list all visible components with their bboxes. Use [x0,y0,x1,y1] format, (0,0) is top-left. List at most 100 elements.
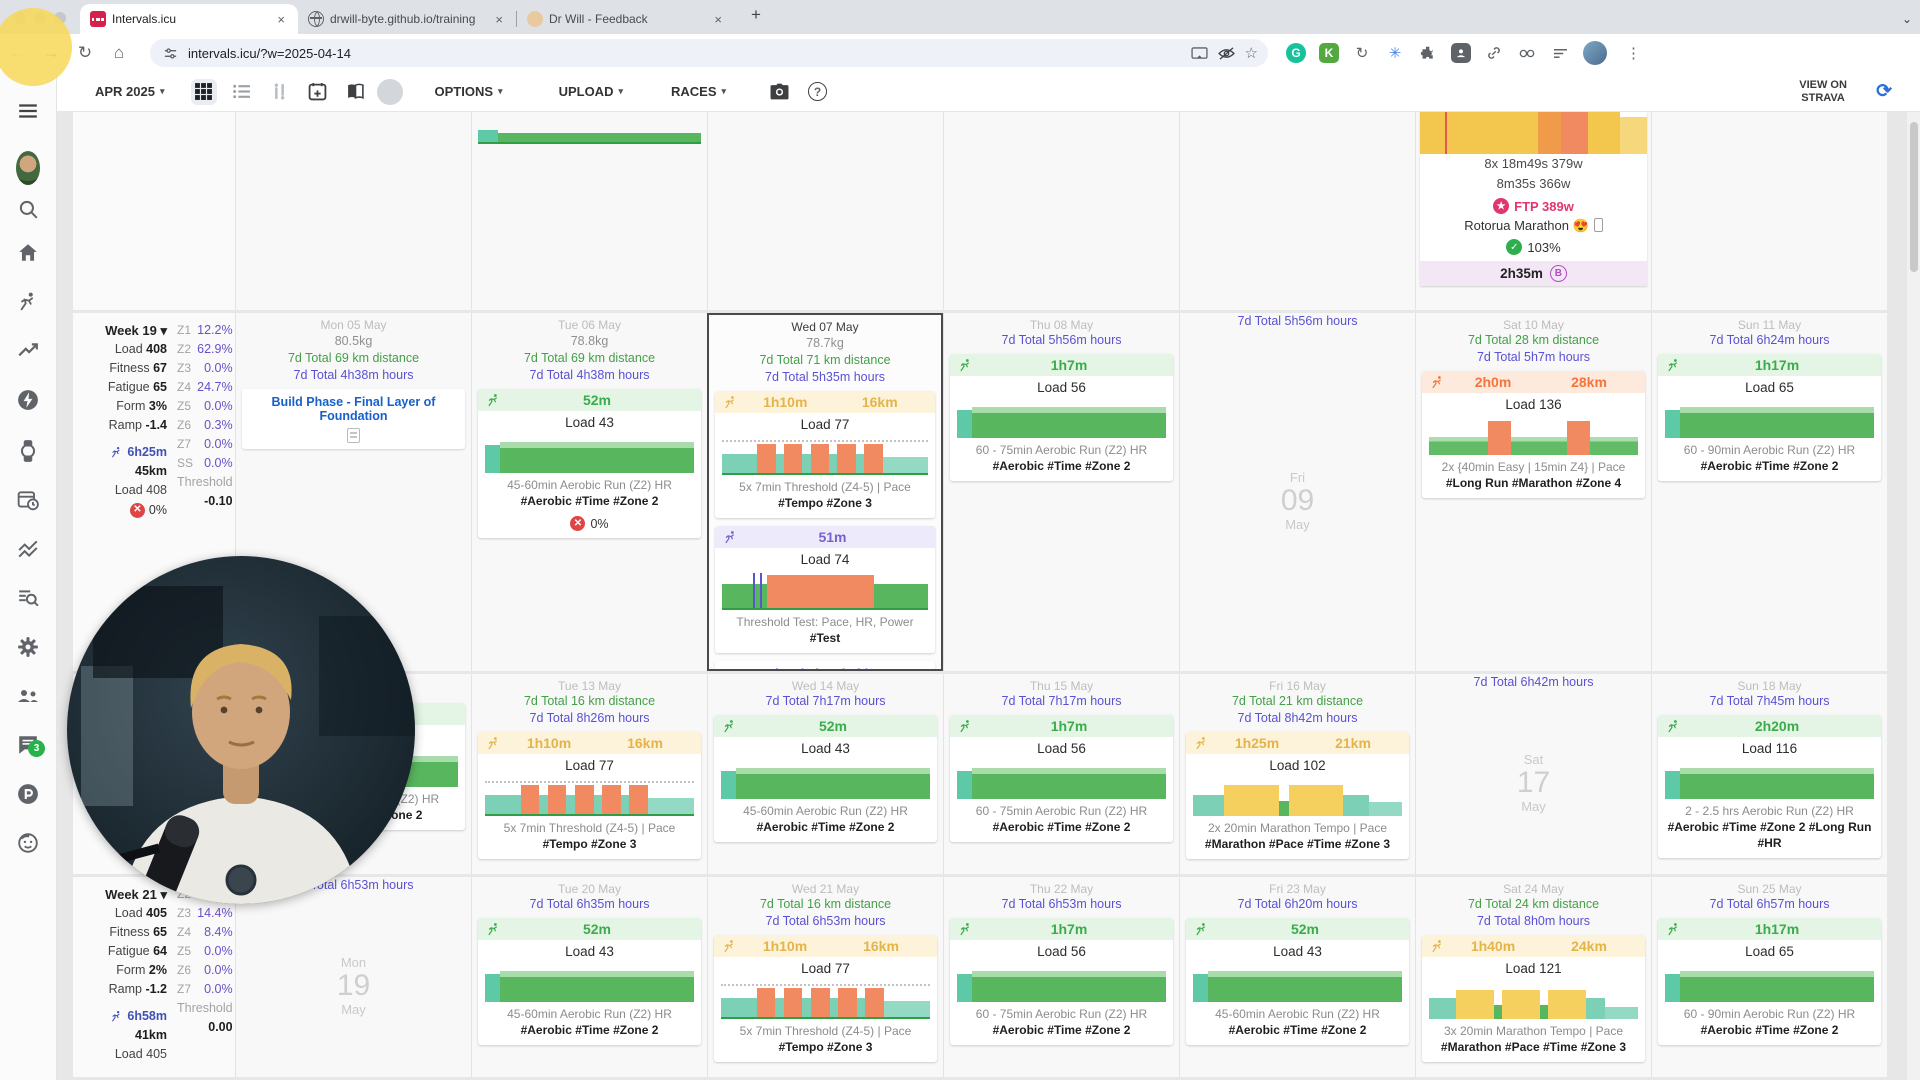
workout-card[interactable]: 52m Load 43 45-60min Aerobic Run (Z2) HR #… [478,389,701,538]
home-icon[interactable] [16,241,40,265]
link-extension-icon[interactable] [1484,43,1504,63]
upload-menu[interactable]: UPLOAD ▾ [558,84,623,99]
kids-face-icon[interactable] [16,831,40,855]
workout-card[interactable]: 2h20m Load 116 2 - 2.5 hrs Aerobic Run (Z2… [1658,715,1881,858]
bookmark-star-icon[interactable]: ☆ [1244,45,1258,62]
refresh-icon[interactable]: ⟳ [1876,81,1892,102]
find-activities-icon[interactable] [16,586,40,610]
settings-gear-icon[interactable] [16,635,40,659]
day-cell[interactable]: Tue 13 May 7d Total 16 km distance 7d Tota… [471,674,707,874]
workout-card[interactable]: 1h17m Load 65 60 - 90min Aerobic Run (Z2) … [1658,918,1881,1045]
scrollbar-thumb[interactable] [1910,122,1918,272]
day-cell[interactable]: Thu 22 May 7d Total 6h53m hours 1h7m Load 5… [943,877,1179,1077]
day-cell[interactable]: 7d Total 5h56m hours Fri 09 May [1179,313,1415,671]
compare-activities-icon[interactable] [16,537,40,561]
athlete-avatar[interactable] [376,78,403,105]
fitness-trend-icon[interactable] [16,339,40,363]
day-cell[interactable] [235,112,471,310]
race-card[interactable]: 8x 18m49s 379w 8m35s 366w ★ FTP 389w Rotorua… [1420,112,1647,286]
day-cell[interactable]: Wed 21 May 7d Total 16 km distance 7d Tota… [707,877,943,1077]
day-cell[interactable]: Sun 11 May 7d Total 6h24m hours 1h17m Load … [1651,313,1887,671]
day-cell[interactable]: Wed 07 May 78.7kg 7d Total 71 km distance 7… [707,313,943,671]
camera-icon[interactable] [766,79,792,105]
sidebar-profile-avatar[interactable] [16,151,40,185]
note-card[interactable]: Build Phase - Final Layer of Foundation [242,389,465,449]
url-text[interactable]: intervals.icu/?w=2025-04-14 [188,45,351,61]
day-cell[interactable]: Tue 06 May 78.8kg 7d Total 69 km distance 7… [471,313,707,671]
workout-card[interactable]: 1h10m 16km Load 77 5x 7min Threshold (Z4-5)… [714,935,937,1062]
workout-card[interactable]: 1h40m 24km Load 121 3x 20min Marathon Tempo… [1422,935,1645,1062]
plan-schedule-icon[interactable] [16,488,40,512]
sort-lines-icon[interactable] [1550,43,1570,63]
day-cell[interactable] [471,112,707,310]
workout-card[interactable]: 1h7m Load 56 60 - 75min Aerobic Run (Z2) H… [950,918,1173,1045]
snowflake-extension-icon[interactable]: ✳ [1388,45,1402,62]
tab-close-icon[interactable]: × [277,11,285,27]
forum-icon[interactable] [16,782,40,806]
browser-menu-icon[interactable]: ⋮ [1626,45,1641,62]
cast-icon[interactable] [1190,46,1208,60]
day-cell[interactable]: 7d Total 6h53m hours Mon 19 May [235,877,471,1077]
tab-feedback[interactable]: Dr Will - Feedback × [517,4,735,34]
day-cell[interactable] [707,112,943,310]
workout-card[interactable]: 52m Load 43 45-60min Aerobic Run (Z2) HR #… [478,918,701,1045]
workout-card[interactable]: 2h0m 28km Load 136 2x {40min Easy | 15min Z… [1422,371,1645,498]
list-view-icon[interactable] [229,79,255,105]
journal-icon[interactable] [343,79,369,105]
day-cell[interactable] [943,112,1179,310]
day-cell[interactable]: Tue 20 May 7d Total 6h35m hours 52m Load 43… [471,877,707,1077]
workout-card[interactable]: 1h10m 16km Load 77 5x 7min Threshold (Z4-5)… [715,391,935,518]
new-tab-button[interactable]: + [751,5,761,24]
day-cell[interactable]: Thu 15 May 7d Total 7h17m hours 1h7m Load 5… [943,674,1179,874]
search-icon[interactable] [16,197,40,221]
profile-extension-icon[interactable] [1451,43,1471,63]
tab-close-icon[interactable]: × [495,11,503,27]
workout-card[interactable]: 1h25m 21km Load 102 2x 20min Marathon Tempo… [1186,732,1409,859]
url-input[interactable]: intervals.icu/?w=2025-04-14 ☆ [150,39,1268,67]
workout-card[interactable]: 52m Load 43 45-60min Aerobic Run (Z2) HR #… [714,715,937,842]
browser-profile-avatar[interactable] [1583,41,1607,65]
intervals-view-icon[interactable] [267,79,293,105]
puzzle-extensions-icon[interactable] [1418,43,1438,63]
note-card[interactable]: Optional Threshold Test [715,661,935,669]
day-cell[interactable]: Wed 14 May 7d Total 7h17m hours 52m Load 43… [707,674,943,874]
keepa-extension-icon[interactable]: K [1319,43,1339,63]
day-cell[interactable]: Sat 10 May 7d Total 28 km distance 7d Tota… [1415,313,1651,671]
eye-off-icon[interactable] [1217,46,1235,60]
tab-intervals[interactable]: Intervals.icu × [80,4,298,34]
groups-icon[interactable] [16,684,40,708]
day-cell[interactable]: Fri 16 May 7d Total 21 km distance 7d Tota… [1179,674,1415,874]
workout-card[interactable]: 52m Load 43 45-60min Aerobic Run (Z2) HR #… [1186,918,1409,1045]
goggles-extension-icon[interactable] [1517,43,1537,63]
races-menu[interactable]: RACES ▾ [670,84,727,99]
day-cell[interactable]: Fri 23 May 7d Total 6h20m hours 52m Load 43… [1179,877,1415,1077]
workout-card[interactable]: 1h10m 16km Load 77 5x 7min Threshold (Z4-5)… [478,732,701,859]
help-icon[interactable]: ? [808,82,828,101]
grammarly-extension-icon[interactable]: G [1286,43,1306,63]
tab-close-icon[interactable]: × [714,11,722,27]
options-menu[interactable]: OPTIONS ▾ [434,84,503,99]
watch-device-icon[interactable] [16,439,40,463]
tab-training-plan[interactable]: drwill-byte.github.io/training × [298,4,516,34]
calendar-add-icon[interactable] [305,79,331,105]
day-cell[interactable]: 7d Total 6h42m hours Sat 17 May [1415,674,1651,874]
home-icon[interactable]: ⌂ [113,43,125,62]
day-cell[interactable]: Sun 25 May 7d Total 6h57m hours 1h17m Load … [1651,877,1887,1077]
day-cell[interactable]: Thu 08 May 7d Total 5h56m hours 1h7m Load 5… [943,313,1179,671]
scrollbar-track[interactable] [1907,112,1920,1080]
workout-card[interactable]: 1h7m Load 56 60 - 75min Aerobic Run (Z2) H… [950,715,1173,842]
day-cell[interactable] [1651,112,1887,310]
sync-extension-icon[interactable]: ↻ [1355,45,1369,62]
reload-icon[interactable]: ↻ [77,43,93,62]
day-cell[interactable]: Sat 24 May 7d Total 24 km distance 7d Tota… [1415,877,1651,1077]
day-cell[interactable]: 8x 18m49s 379w 8m35s 366w ★ FTP 389w Rotorua… [1415,112,1651,310]
grid-view-icon[interactable] [190,78,217,105]
workout-card[interactable]: 1h7m Load 56 60 - 75min Aerobic Run (Z2) H… [950,354,1173,481]
day-cell[interactable] [1179,112,1415,310]
view-on-strava-link[interactable]: VIEW ON STRAVA [1799,78,1847,104]
week-label[interactable]: Week 21 ▾ [105,887,167,902]
menu-hamburger-icon[interactable] [16,99,40,123]
month-selector[interactable]: APR 2025 ▾ [95,84,165,99]
tab-search-chevron-icon[interactable]: ⌄ [1901,12,1912,26]
power-icon[interactable] [16,388,40,412]
